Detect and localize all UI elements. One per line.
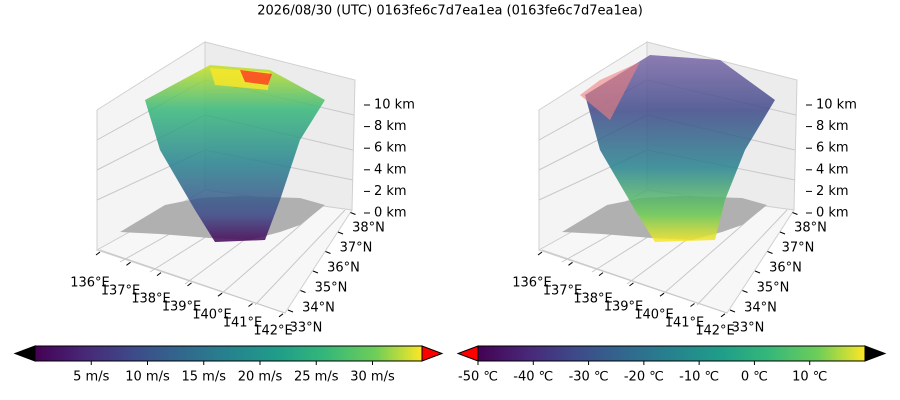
x-tick: [217, 292, 223, 297]
x-tick: [156, 272, 162, 277]
x-tick-label: 136°E: [70, 276, 110, 291]
y-tick: [287, 309, 294, 313]
x-tick: [126, 261, 131, 266]
x-tick: [598, 272, 604, 277]
colorbar-over: [421, 345, 444, 362]
colorbar-tick-label: -40 ℃: [513, 370, 553, 385]
y-tick: [337, 231, 344, 235]
x-tick-label: 141°E: [223, 316, 263, 331]
panel-frame: [537, 41, 798, 314]
x-tick-label: 137°E: [543, 284, 583, 299]
y-tick-label: 34°N: [744, 301, 777, 316]
y-tick-label: 35°N: [315, 281, 348, 296]
colorbar-tick-label: 15 m/s: [182, 370, 227, 385]
z-tick-label: 4 km: [816, 162, 849, 177]
panel-frame: [95, 41, 356, 314]
y-tick-label: 35°N: [757, 281, 790, 296]
x-tick: [278, 313, 284, 318]
colorbar: [477, 345, 866, 362]
y-tick-label: 34°N: [302, 301, 335, 316]
x-tick: [720, 313, 726, 318]
z-tick-label: 8 km: [816, 119, 849, 134]
x-tick: [248, 303, 253, 307]
x-tick: [187, 282, 192, 287]
colorbar: [34, 345, 423, 362]
colorbar-tick-label: -30 ℃: [569, 370, 609, 385]
z-tick-label: 8 km: [374, 119, 407, 134]
x-tick: [659, 292, 665, 297]
y-tick: [792, 212, 798, 215]
x-tick-label: 142°E: [695, 324, 735, 339]
colorbar-tick-label: 0 ℃: [741, 370, 768, 385]
x-tick-label: 137°E: [101, 284, 141, 299]
z-tick-label: 10 km: [816, 98, 857, 113]
y-tick: [350, 212, 356, 215]
colorbar-over: [864, 345, 887, 362]
z-tick-label: 6 km: [816, 141, 849, 156]
x-tick: [629, 282, 634, 287]
x-tick-label: 139°E: [604, 300, 644, 315]
colorbar-tick-label: -50 ℃: [458, 370, 498, 385]
y-tick-label: 37°N: [340, 241, 373, 256]
x-tick-label: 136°E: [512, 276, 552, 291]
z-tick-label: 6 km: [374, 141, 407, 156]
colorbar-tick-label: 25 m/s: [294, 370, 339, 385]
colorbar-under: [13, 345, 36, 362]
colorbar-tick-label: 5 m/s: [73, 370, 109, 385]
colorbar-tick-label: 10 ℃: [792, 370, 827, 385]
colorbar-tick-label: -20 ℃: [624, 370, 664, 385]
x-tick: [537, 251, 543, 256]
y-tick-label: 33°N: [732, 321, 765, 336]
colorbar-under: [456, 345, 479, 362]
y-tick: [325, 251, 331, 254]
y-tick: [312, 270, 319, 274]
y-tick: [742, 290, 748, 293]
colorbar-tick-label: 20 m/s: [238, 370, 283, 385]
x-tick-label: 138°E: [573, 292, 613, 307]
y-tick-label: 33°N: [290, 321, 323, 336]
y-tick-label: 38°N: [794, 221, 827, 236]
x-tick: [95, 251, 101, 256]
z-tick-label: 10 km: [374, 98, 415, 113]
colorbar-tick-label: 30 m/s: [350, 370, 395, 385]
x-tick-label: 142°E: [253, 324, 293, 339]
z-tick-label: 2 km: [374, 184, 407, 199]
z-tick-label: 0 km: [374, 206, 407, 221]
y-tick: [729, 309, 736, 313]
y-tick: [300, 290, 306, 293]
colorbar-tick-label: -10 ℃: [679, 370, 719, 385]
y-tick-label: 37°N: [782, 241, 815, 256]
x-tick-label: 140°E: [192, 308, 232, 323]
x-tick-label: 139°E: [162, 300, 202, 315]
y-tick-label: 36°N: [327, 261, 360, 276]
y-tick: [754, 270, 761, 274]
x-tick: [568, 261, 573, 266]
y-tick: [779, 231, 786, 235]
x-tick: [690, 303, 695, 307]
x-tick-label: 141°E: [665, 316, 705, 331]
z-tick-label: 4 km: [374, 162, 407, 177]
z-tick-label: 2 km: [816, 184, 849, 199]
y-tick-label: 36°N: [769, 261, 802, 276]
x-tick-label: 138°E: [131, 292, 171, 307]
y-tick-label: 38°N: [352, 221, 385, 236]
colorbar-tick-label: 10 m/s: [125, 370, 170, 385]
z-tick-label: 0 km: [816, 206, 849, 221]
y-tick: [767, 251, 773, 254]
figure-title: 2026/08/30 (UTC) 0163fe6c7d7ea1ea (0163f…: [257, 4, 643, 19]
x-tick-label: 140°E: [634, 308, 674, 323]
